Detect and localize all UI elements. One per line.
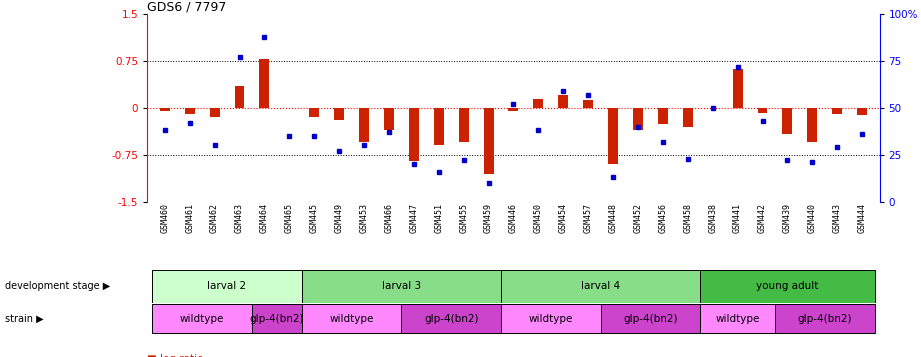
Bar [783, 108, 792, 134]
Text: wildtype: wildtype [529, 313, 573, 324]
Text: GSM453: GSM453 [359, 203, 368, 233]
Bar [409, 108, 419, 161]
FancyBboxPatch shape [700, 270, 875, 303]
Bar [459, 108, 469, 142]
Bar [260, 59, 269, 108]
Bar [682, 108, 693, 127]
Text: glp-4(bn2): glp-4(bn2) [424, 313, 478, 324]
FancyBboxPatch shape [152, 270, 302, 303]
Text: GSM462: GSM462 [210, 203, 219, 233]
Bar [434, 108, 444, 146]
Bar [633, 108, 643, 130]
Bar [583, 101, 593, 108]
Text: GSM450: GSM450 [534, 203, 542, 233]
Text: GSM454: GSM454 [559, 203, 567, 233]
FancyBboxPatch shape [600, 304, 700, 333]
Text: GSM446: GSM446 [509, 203, 518, 233]
Text: larval 4: larval 4 [581, 281, 620, 292]
Text: larval 3: larval 3 [382, 281, 421, 292]
Bar [160, 108, 169, 111]
Text: development stage ▶: development stage ▶ [5, 281, 110, 292]
FancyBboxPatch shape [152, 304, 252, 333]
Bar [185, 108, 194, 114]
Text: GSM463: GSM463 [235, 203, 244, 233]
Bar [608, 108, 618, 164]
Text: GDS6 / 7797: GDS6 / 7797 [147, 0, 227, 13]
Text: wildtype: wildtype [716, 313, 760, 324]
Text: GSM443: GSM443 [833, 203, 842, 233]
Text: GSM457: GSM457 [584, 203, 593, 233]
Bar [732, 69, 742, 108]
Text: GSM464: GSM464 [260, 203, 269, 233]
Text: GSM439: GSM439 [783, 203, 792, 233]
Bar [484, 108, 494, 174]
Text: GSM445: GSM445 [309, 203, 319, 233]
Text: GSM447: GSM447 [409, 203, 418, 233]
Text: GSM452: GSM452 [634, 203, 643, 233]
Text: GSM448: GSM448 [609, 203, 618, 233]
Bar [309, 108, 320, 117]
Text: GSM458: GSM458 [683, 203, 693, 233]
Text: strain ▶: strain ▶ [5, 313, 43, 324]
Text: GSM438: GSM438 [708, 203, 717, 233]
Text: GSM455: GSM455 [460, 203, 468, 233]
Text: GSM465: GSM465 [285, 203, 294, 233]
Text: GSM444: GSM444 [857, 203, 867, 233]
FancyBboxPatch shape [700, 304, 775, 333]
Text: GSM441: GSM441 [733, 203, 742, 233]
FancyBboxPatch shape [252, 304, 302, 333]
FancyBboxPatch shape [501, 304, 600, 333]
Text: GSM461: GSM461 [185, 203, 194, 233]
Text: glp-4(bn2): glp-4(bn2) [798, 313, 852, 324]
Bar [359, 108, 369, 142]
Bar [210, 108, 219, 117]
Text: young adult: young adult [756, 281, 819, 292]
Bar [857, 108, 867, 116]
Text: larval 2: larval 2 [207, 281, 247, 292]
Bar [508, 108, 519, 111]
Text: GSM460: GSM460 [160, 203, 169, 233]
Text: glp-4(bn2): glp-4(bn2) [624, 313, 678, 324]
FancyBboxPatch shape [501, 270, 700, 303]
Bar [235, 86, 244, 108]
FancyBboxPatch shape [775, 304, 875, 333]
FancyBboxPatch shape [302, 304, 402, 333]
Text: GSM440: GSM440 [808, 203, 817, 233]
Bar [334, 108, 344, 121]
Bar [833, 108, 842, 114]
Text: GSM466: GSM466 [384, 203, 393, 233]
Bar [384, 108, 394, 130]
Text: wildtype: wildtype [330, 313, 374, 324]
Bar [533, 99, 543, 108]
Text: ■ log ratio: ■ log ratio [147, 355, 204, 357]
Text: glp-4(bn2): glp-4(bn2) [250, 313, 304, 324]
FancyBboxPatch shape [402, 304, 501, 333]
Text: wildtype: wildtype [180, 313, 225, 324]
Text: GSM456: GSM456 [659, 203, 668, 233]
Text: GSM449: GSM449 [334, 203, 344, 233]
FancyBboxPatch shape [302, 270, 501, 303]
Bar [757, 108, 767, 113]
Text: GSM451: GSM451 [434, 203, 443, 233]
Bar [658, 108, 668, 124]
Text: GSM459: GSM459 [484, 203, 493, 233]
Text: GSM442: GSM442 [758, 203, 767, 233]
Bar [558, 95, 568, 108]
Bar [808, 108, 817, 142]
